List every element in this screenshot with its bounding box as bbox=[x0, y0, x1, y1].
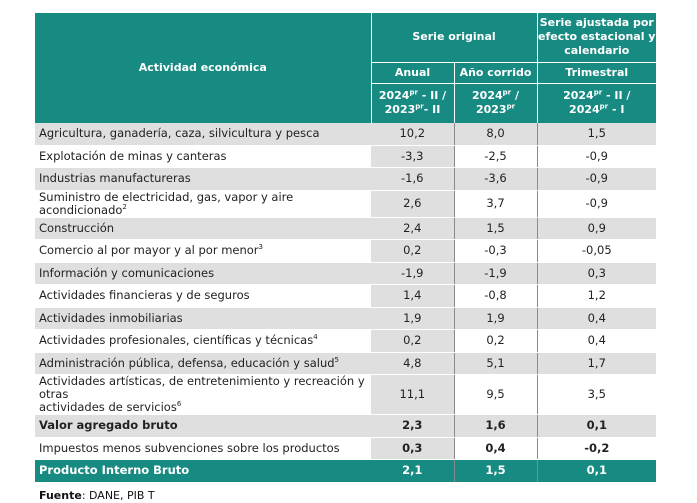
table-row-value-added: Valor agregado bruto 2,3 1,6 0,1 bbox=[35, 414, 657, 438]
table-row: Construcción 2,4 1,5 0,9 bbox=[35, 217, 657, 240]
table-row: Actividades financieras y de seguros 1,4… bbox=[35, 284, 657, 308]
table-row: Explotación de minas y canteras -3,3 -2,… bbox=[35, 145, 657, 168]
table-row: Actividades artísticas, de entretenimien… bbox=[35, 374, 657, 415]
table-row: Industrias manufactureras -1,6 -3,6 -0,9 bbox=[35, 167, 657, 191]
table-row-gdp-total: Producto Interno Bruto 2,1 1,5 0,1 bbox=[35, 459, 657, 483]
header-original-series: Serie original bbox=[371, 13, 538, 63]
header-adjusted-line1: Serie ajustada por bbox=[539, 16, 654, 30]
header-ytd-period: 2024pr / 2023pr bbox=[453, 83, 538, 123]
gdp-table: Actividad económica Serie original Serie… bbox=[35, 13, 657, 483]
table-row: Actividades profesionales, científicas y… bbox=[35, 329, 657, 353]
table-row-taxes: Impuestos menos subvenciones sobre los p… bbox=[35, 437, 657, 460]
table-row: Suministro de electricidad, gas, vapor y… bbox=[35, 190, 657, 218]
header-adjusted-line3: calendario bbox=[564, 44, 630, 58]
table-row: Actividades inmobiliarias 1,9 1,9 0,4 bbox=[35, 307, 657, 330]
header-adjusted-series: Serie ajustada por efecto estacional y c… bbox=[536, 13, 657, 63]
source-note: Fuente: DANE, PIB T bbox=[39, 489, 155, 502]
header-annual: Anual bbox=[371, 62, 454, 84]
header-annual-period: 2024pr - II / 2023pr- II bbox=[371, 83, 454, 123]
table-row: Información y comunicaciones -1,9 -1,9 0… bbox=[35, 262, 657, 285]
table-row: Agricultura, ganadería, caza, silvicultu… bbox=[35, 123, 657, 146]
header-activity: Actividad económica bbox=[35, 13, 372, 123]
header-ytd: Año corrido bbox=[453, 62, 538, 84]
table-row: Comercio al por mayor y al por menor3 0,… bbox=[35, 239, 657, 263]
header-quarterly-period: 2024pr - II / 2024pr - I bbox=[536, 83, 657, 123]
table-row: Administración pública, defensa, educaci… bbox=[35, 352, 657, 375]
header-adjusted-line2: efecto estacional y bbox=[538, 30, 656, 44]
header-quarterly: Trimestral bbox=[536, 62, 657, 84]
